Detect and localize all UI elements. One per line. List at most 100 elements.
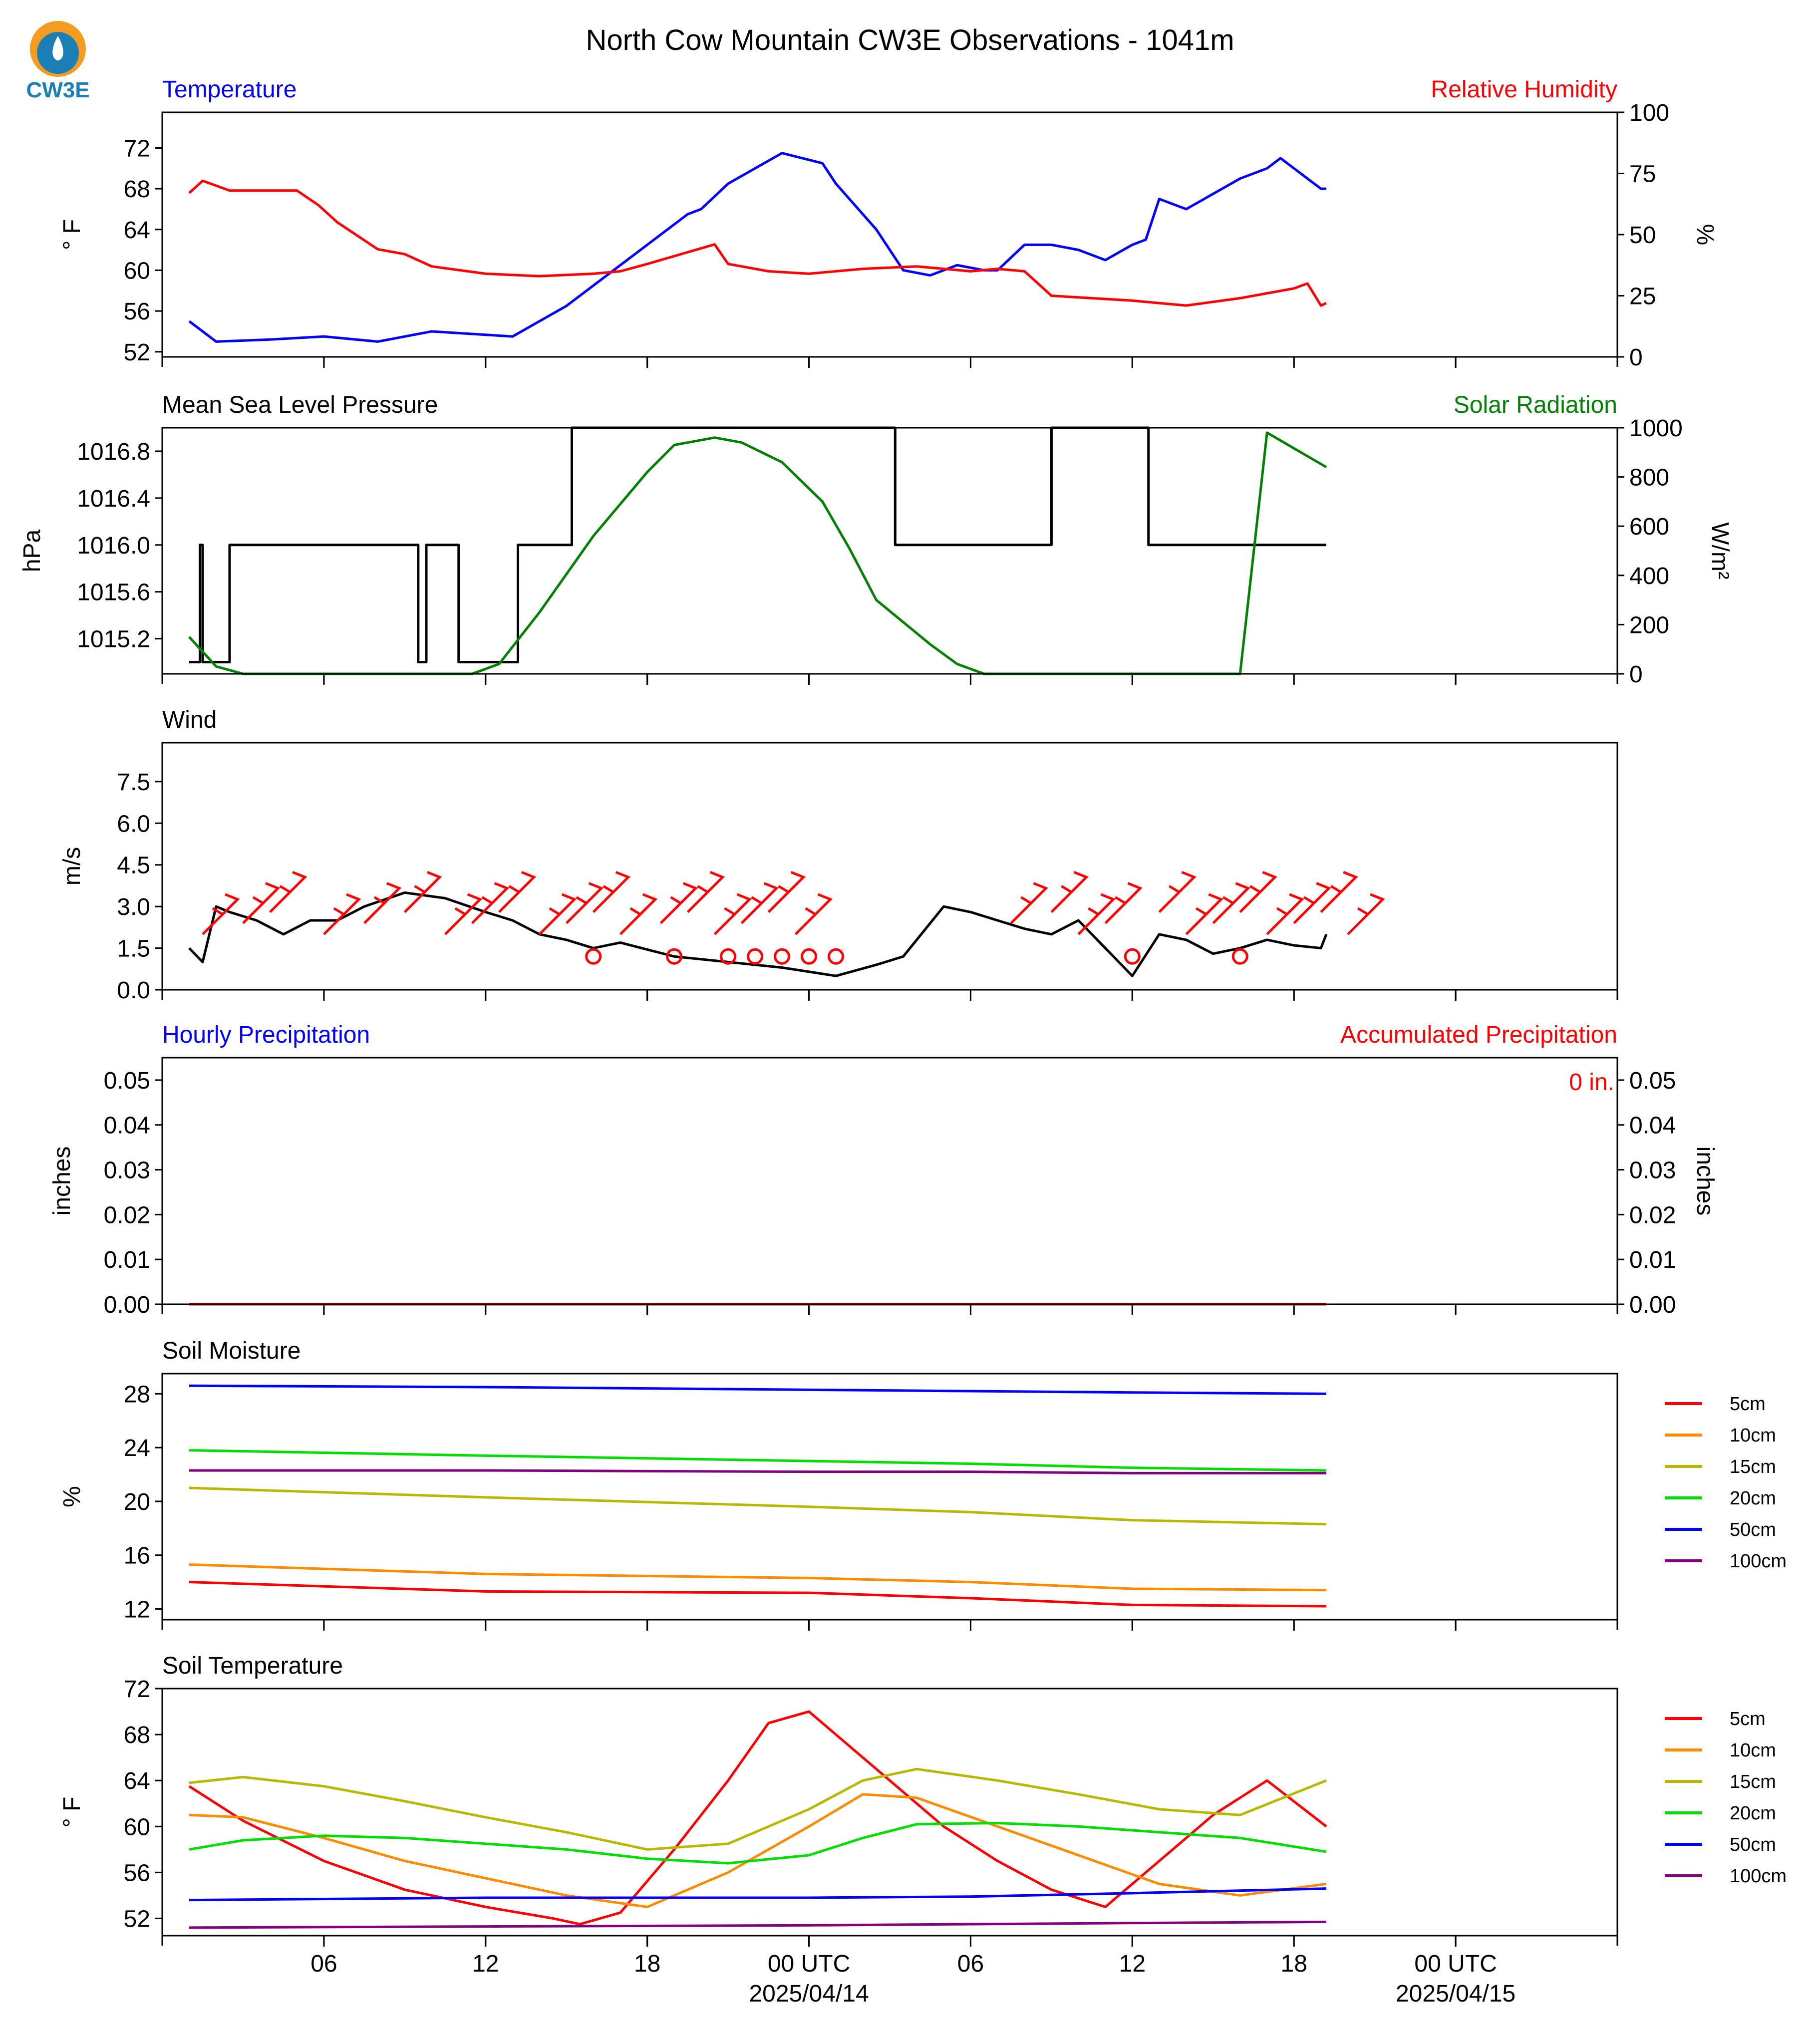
panel-left-title: Soil Temperature bbox=[162, 1653, 343, 1679]
x-tick-label: 00 UTC bbox=[768, 1951, 850, 1977]
plot-frame bbox=[161, 1373, 1618, 1621]
legend-entry: 15cm bbox=[1730, 1456, 1776, 1477]
x-date-label: 2025/04/15 bbox=[1396, 1981, 1516, 2007]
panel-0: Temperature Relative Humidity 52 56 60 64 68 72… bbox=[59, 76, 1718, 371]
y-tick-label: 0.05 bbox=[104, 1068, 150, 1094]
y-tick-label: 72 bbox=[124, 1676, 150, 1703]
y-axis-label: hPa bbox=[19, 529, 45, 572]
y2-tick-label: 0.00 bbox=[1629, 1292, 1676, 1318]
y-axis-label: % bbox=[59, 1486, 85, 1507]
plot-frame bbox=[161, 742, 1618, 991]
wind-barb bbox=[740, 882, 779, 924]
calm-marker bbox=[1124, 948, 1141, 965]
y-tick-label: 68 bbox=[124, 176, 150, 203]
y-tick-label: 60 bbox=[124, 1814, 150, 1840]
y-tick-label: 1016.4 bbox=[77, 486, 150, 512]
legend-entry: 100cm bbox=[1730, 1551, 1787, 1572]
plot-frame bbox=[161, 111, 1618, 358]
y2-axis-label: % bbox=[1692, 224, 1718, 246]
y2-tick-label: 0.02 bbox=[1629, 1202, 1676, 1228]
panel-2: Wind 0.0 1.5 3.0 4.5 6.0 7.5 m/s bbox=[59, 707, 1618, 1004]
y-tick-label: 72 bbox=[124, 135, 150, 162]
wind-barb bbox=[202, 893, 240, 935]
y2-tick-label: 50 bbox=[1629, 222, 1656, 249]
y-tick-label: 56 bbox=[124, 1860, 150, 1886]
series-line-1 bbox=[189, 1793, 1327, 1908]
panel-right-title: Solar Radiation bbox=[1454, 392, 1617, 418]
x-tick-label: 12 bbox=[1119, 1951, 1146, 1977]
wind-barb bbox=[619, 893, 658, 935]
series-line-0 bbox=[189, 1581, 1327, 1608]
wind-barb bbox=[444, 893, 483, 935]
calm-marker bbox=[828, 948, 845, 965]
wind-barb bbox=[1266, 893, 1304, 935]
series-line-4 bbox=[189, 1887, 1327, 1902]
y2-tick-label: 0.04 bbox=[1629, 1113, 1676, 1139]
wind-barb bbox=[1158, 870, 1197, 913]
panel-left-title: Temperature bbox=[162, 76, 297, 103]
wind-barb bbox=[269, 870, 307, 913]
series-line-3 bbox=[189, 1449, 1327, 1472]
x-tick-label: 06 bbox=[957, 1951, 984, 1977]
y2-axis-label: W/m² bbox=[1707, 522, 1733, 579]
y2-tick-label: 400 bbox=[1629, 563, 1669, 589]
y-tick-label: 12 bbox=[124, 1596, 150, 1623]
panel-3: Hourly Precipitation Accumulated Precipit… bbox=[49, 1022, 1718, 1318]
panel-left-title: Soil Moisture bbox=[162, 1338, 301, 1364]
y2-tick-label: 0.05 bbox=[1629, 1068, 1676, 1094]
y2-tick-label: 0 bbox=[1629, 344, 1643, 371]
wind-barb bbox=[242, 882, 281, 924]
panels: Temperature Relative Humidity 52 56 60 64 68 72… bbox=[19, 76, 1787, 2007]
series-line-2 bbox=[189, 1767, 1327, 1851]
y2-tick-label: 600 bbox=[1629, 514, 1669, 540]
y-tick-label: 3.0 bbox=[117, 894, 150, 920]
y2-tick-label: 75 bbox=[1629, 161, 1656, 188]
x-tick-label: 12 bbox=[472, 1951, 499, 1977]
series-line-2 bbox=[189, 1486, 1327, 1526]
y-tick-label: 24 bbox=[124, 1435, 150, 1461]
y2-tick-label: 0.03 bbox=[1629, 1158, 1676, 1184]
wind-barb bbox=[713, 893, 752, 935]
wind-barb bbox=[794, 893, 833, 935]
plot-frame bbox=[161, 427, 1618, 675]
y-tick-label: 6.0 bbox=[117, 811, 150, 837]
panel-left-title: Wind bbox=[162, 707, 217, 733]
y-tick-label: 64 bbox=[124, 1768, 150, 1794]
y2-tick-label: 200 bbox=[1629, 612, 1669, 638]
wind-barb bbox=[659, 882, 698, 924]
page-title: North Cow Mountain CW3E Observations - 1… bbox=[586, 24, 1234, 56]
series-line-1 bbox=[188, 179, 1327, 307]
y-tick-label: 60 bbox=[124, 258, 150, 284]
series-line-1 bbox=[189, 1563, 1327, 1592]
wind-barb bbox=[404, 870, 442, 913]
wind-barb bbox=[686, 870, 725, 913]
series-line-5 bbox=[189, 1920, 1327, 1929]
calm-marker bbox=[720, 948, 737, 965]
y-axis-label: ° F bbox=[59, 1797, 85, 1828]
y2-tick-label: 0.01 bbox=[1629, 1247, 1676, 1273]
accumulated-total: 0 in. bbox=[1569, 1069, 1614, 1096]
panel-left-title: Hourly Precipitation bbox=[162, 1022, 370, 1048]
panel-right-title: Relative Humidity bbox=[1431, 76, 1617, 103]
legend-entry: 50cm bbox=[1730, 1519, 1776, 1540]
y-tick-label: 28 bbox=[124, 1381, 150, 1408]
wind-barb bbox=[1347, 893, 1385, 935]
series-line-0 bbox=[188, 891, 1328, 977]
series-line-5 bbox=[189, 1469, 1326, 1474]
x-tick-label: 18 bbox=[1281, 1951, 1307, 1977]
wind-barb bbox=[1185, 893, 1223, 935]
wind-barb bbox=[363, 882, 402, 924]
legend-entry: 10cm bbox=[1730, 1740, 1776, 1761]
y2-tick-label: 25 bbox=[1629, 284, 1656, 310]
wind-barb bbox=[1077, 893, 1116, 935]
y-tick-label: 0.01 bbox=[104, 1247, 150, 1273]
wind-barb bbox=[565, 882, 604, 924]
y-axis-label: m/s bbox=[59, 847, 85, 885]
y-tick-label: 56 bbox=[124, 298, 150, 325]
wind-barb bbox=[1293, 882, 1331, 924]
panel-5: Soil Temperature 52 56 60 64 68 72 ° F 5cm 10cm 15… bbox=[59, 1653, 1787, 1947]
y-tick-label: 0.00 bbox=[104, 1292, 150, 1318]
y2-axis-label: inches bbox=[1692, 1147, 1718, 1216]
y-tick-label: 1015.6 bbox=[77, 579, 150, 606]
